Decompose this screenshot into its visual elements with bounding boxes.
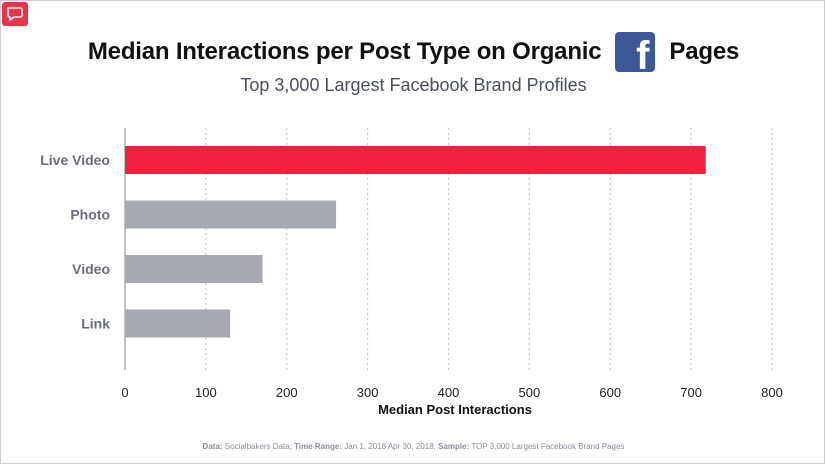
chat-bubble-icon [7,7,23,22]
bar-video [125,255,263,283]
footnote-data-value: Socialbakers Data; [222,442,295,451]
footnote-range-value: Jan 1, 2018 Apr 30, 2018; [342,442,439,451]
x-tick-label: 400 [438,385,460,400]
chart-subtitle: Top 3,000 Largest Facebook Brand Profile… [240,75,587,95]
brand-logo [2,2,28,26]
category-label: Video [72,261,110,277]
chart-title-suffix: Pages [669,38,740,65]
x-tick-label: 0 [121,385,128,400]
x-tick-label: 800 [761,385,783,400]
footnote: Data: Socialbakers Data; Time Range: Jan… [0,442,827,451]
facebook-letter: f [636,34,650,78]
x-tick-label: 300 [357,385,379,400]
bar-photo [125,200,337,229]
category-label: Photo [70,207,110,223]
bars [125,146,706,338]
footnote-sample-value: TOP 3,000 Largest Facebook Brand Pages [469,442,625,451]
bar-live-video [125,146,706,174]
x-tick-label: 600 [599,385,621,400]
category-label: Live Video [40,152,110,168]
x-tick-label: 100 [195,385,217,400]
facebook-icon: f [615,32,656,76]
category-label: Link [81,316,110,332]
x-tick-label: 500 [519,385,541,400]
bar-link [125,309,231,338]
title-row: Median Interactions per Post Type on Org… [0,30,827,76]
x-axis-label: Median Post Interactions [378,402,532,417]
x-tick-label: 200 [276,385,298,400]
x-tick-label: 700 [680,385,702,400]
footnote-data-label: Data: [202,442,223,451]
footnote-range-label: Time Range: [294,442,343,451]
footnote-sample-label: Sample: [438,442,470,451]
category-labels: Live Video Photo Video Link [40,152,110,332]
x-tick-labels: 0 100 200 300 400 500 600 700 800 [121,385,782,400]
chart-title: Median Interactions per Post Type on Org… [87,38,602,65]
